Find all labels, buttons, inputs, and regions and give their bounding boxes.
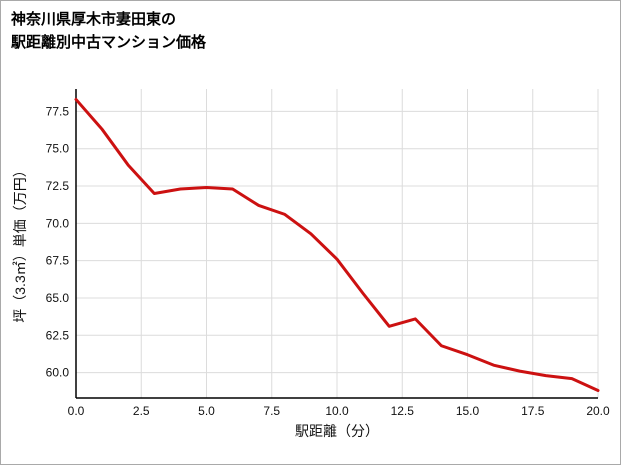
svg-text:70.0: 70.0 (46, 216, 70, 230)
svg-text:77.5: 77.5 (46, 104, 70, 118)
chart-title-line2: 駅距離別中古マンション価格 (11, 33, 207, 51)
svg-text:0.0: 0.0 (68, 404, 85, 418)
y-axis-label: 坪（3.3㎡）単価（万円） (12, 163, 28, 323)
svg-text:2.5: 2.5 (133, 404, 150, 418)
svg-text:17.5: 17.5 (521, 404, 545, 418)
svg-text:62.5: 62.5 (46, 328, 70, 342)
svg-text:15.0: 15.0 (456, 404, 480, 418)
svg-text:10.0: 10.0 (325, 404, 349, 418)
chart-title: 神奈川県厚木市妻田東の 駅距離別中古マンション価格 (11, 9, 206, 54)
chart-title-line1: 神奈川県厚木市妻田東の (11, 11, 177, 28)
svg-text:12.5: 12.5 (391, 404, 415, 418)
svg-text:5.0: 5.0 (198, 404, 215, 418)
svg-text:60.0: 60.0 (46, 366, 70, 380)
svg-text:7.5: 7.5 (263, 404, 280, 418)
svg-text:20.0: 20.0 (586, 404, 610, 418)
svg-text:65.0: 65.0 (46, 291, 70, 305)
svg-text:72.5: 72.5 (46, 179, 70, 193)
svg-text:75.0: 75.0 (46, 142, 70, 156)
x-axis-label: 駅距離（分） (295, 423, 379, 439)
svg-text:67.5: 67.5 (46, 254, 70, 268)
